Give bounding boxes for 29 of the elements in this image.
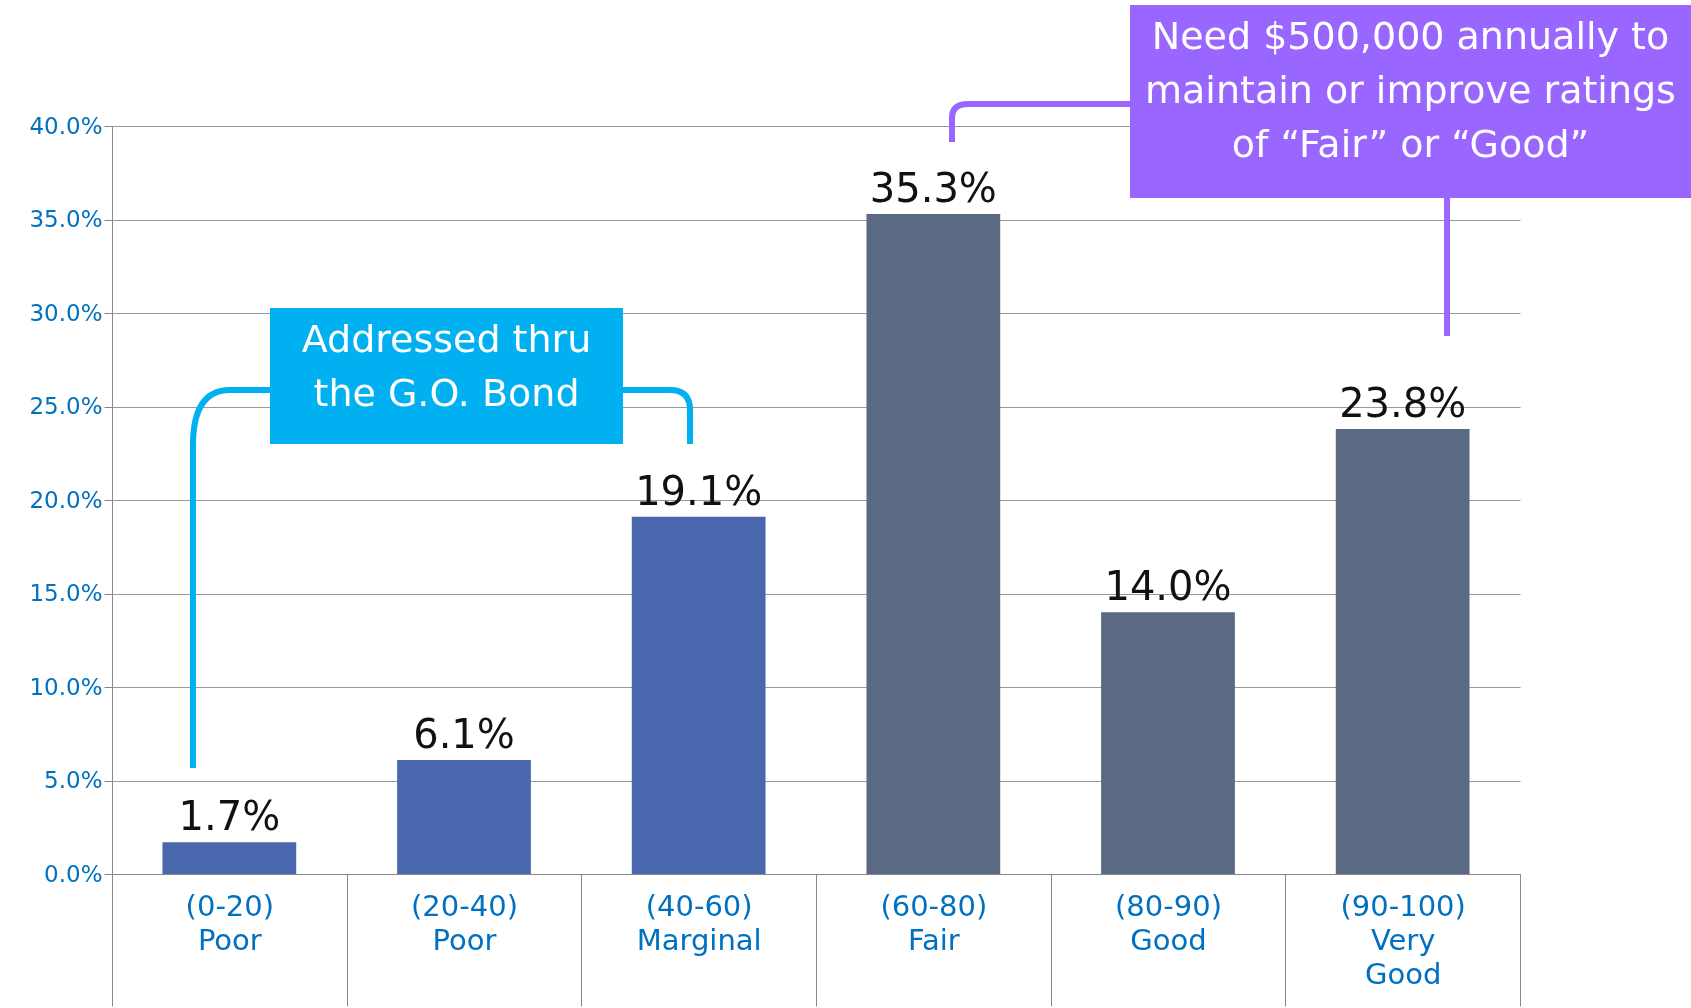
x-tick-label: (0-20) Poor [185,888,275,957]
y-tick-label: 40.0% [29,112,103,139]
x-tick-label: (40-60) Marginal [636,888,762,957]
x-tick-label: (90-100) Very Good [1340,888,1466,991]
y-tick-label: 5.0% [44,767,103,793]
data-label: 1.7% [178,793,281,840]
annotation: Need $500,000 annually to maintain or improve ratings of “Fair” or “Good” [1130,5,1691,198]
bar [1101,612,1235,874]
bar [631,516,766,874]
data-label: 6.1% [413,710,515,757]
y-tick-label: 30.0% [29,299,103,326]
y-tick-label: 15.0% [29,580,103,606]
data-label: 19.1% [635,467,763,514]
y-tick-label: 20.0% [29,486,103,513]
y-tick-label: 0.0% [44,860,103,887]
y-tick-label: 35.0% [29,206,103,232]
bar [1335,428,1470,874]
bar [866,213,1001,874]
x-tick-label: (80-90) Good [1115,888,1222,957]
data-label: 14.0% [1104,563,1232,610]
y-tick-label: 25.0% [29,393,103,419]
data-label: 35.3% [869,164,997,211]
x-tick-label: (60-80) Fair [880,888,988,957]
y-tick-label: 10.0% [29,673,103,700]
annotation: Addressed thru the G.O. Bond [270,308,623,444]
bar [397,759,531,874]
bar [162,842,297,874]
data-label: 23.8% [1339,379,1467,426]
x-tick-label: (20-40) Poor [411,888,518,957]
